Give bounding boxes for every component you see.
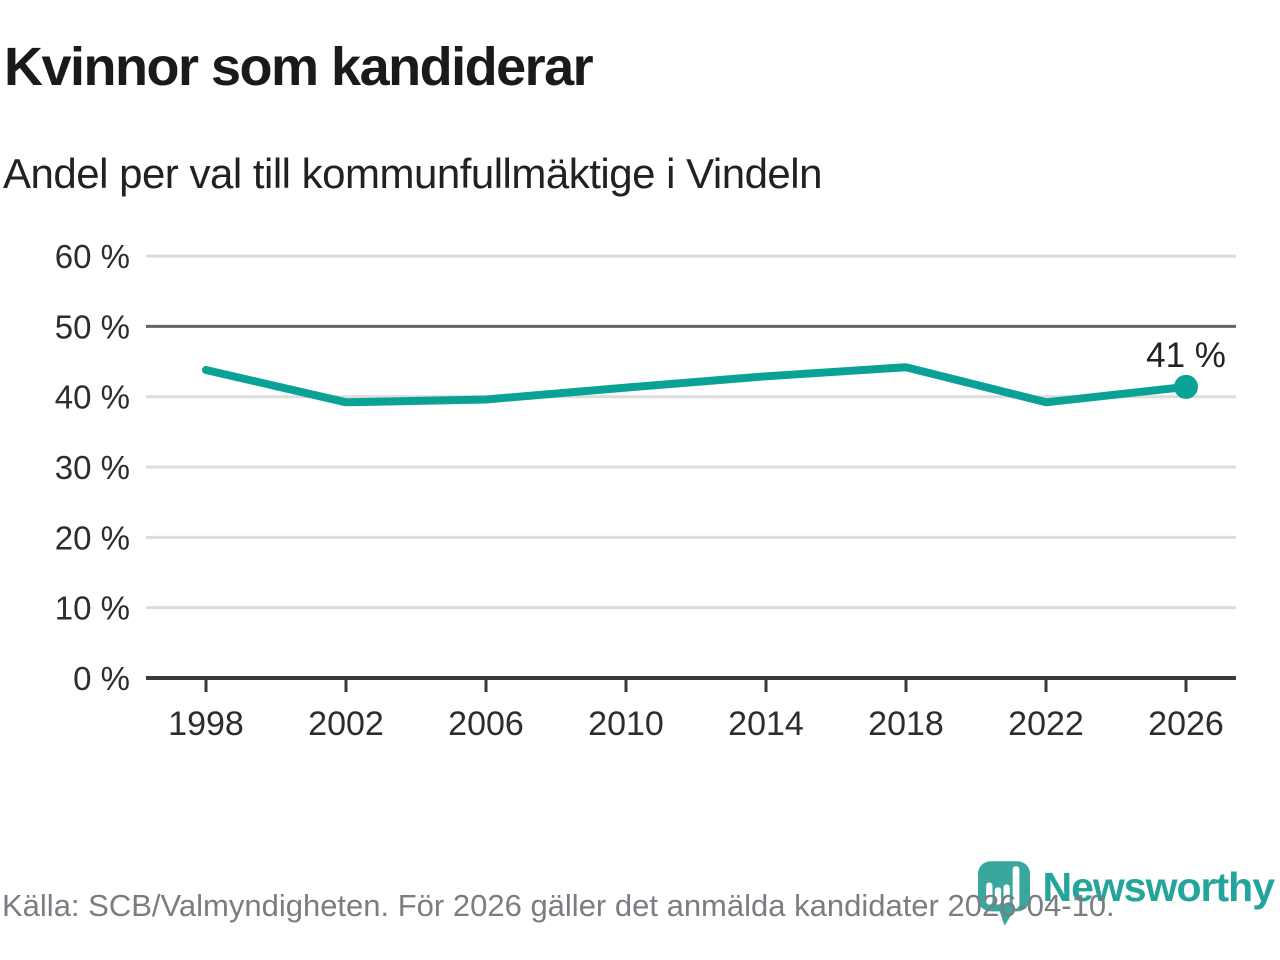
y-tick-label: 60 % <box>55 238 130 275</box>
data-line <box>202 363 1190 407</box>
page-subtitle: Andel per val till kommunfullmäktige i V… <box>3 150 822 197</box>
x-tick-label: 2022 <box>1008 705 1084 743</box>
x-tick-label: 2010 <box>588 705 664 743</box>
newsworthy-logo-text: Newsworthy <box>1042 864 1275 910</box>
y-tick-label: 10 % <box>55 590 130 627</box>
newsworthy-logo-icon <box>977 861 1030 926</box>
end-value-label: 41 % <box>1146 336 1226 375</box>
line-chart-svg: 0 % 10 % 20 % 30 % 40 % 50 % 60 % 1998 2002 2006 2… <box>55 238 1236 743</box>
y-tick-label: 0 % <box>73 660 130 697</box>
x-tick-label: 1998 <box>168 705 244 743</box>
x-tick-label: 2006 <box>448 705 524 743</box>
source-note: Källa: SCB/Valmyndigheten. För 2026 gäll… <box>2 888 1115 923</box>
x-tick-label: 2018 <box>868 705 944 743</box>
y-tick-label: 40 % <box>55 379 130 416</box>
end-point-marker <box>1174 374 1198 399</box>
y-tick-label: 50 % <box>55 308 130 345</box>
y-tick-label: 20 % <box>55 519 130 556</box>
y-tick-label: 30 % <box>55 449 130 486</box>
x-tick-label: 2002 <box>308 705 384 743</box>
page-title: Kvinnor som kandiderar <box>4 37 594 97</box>
line-chart: 0 % 10 % 20 % 30 % 40 % 50 % 60 % 1998 2002 2006 2… <box>0 230 1280 760</box>
newsworthy-logo: Newsworthy <box>977 860 1275 928</box>
x-tick-label: 2026 <box>1148 705 1224 743</box>
x-tick-label: 2014 <box>728 705 804 743</box>
